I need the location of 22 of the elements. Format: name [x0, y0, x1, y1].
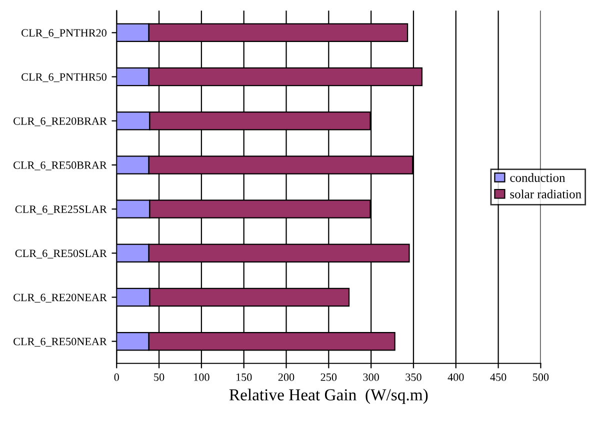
y-tick-label: CLR_6_RE20NEAR — [14, 294, 107, 303]
x-tick-label: 350 — [406, 373, 422, 381]
x-tick-label: 100 — [194, 373, 210, 381]
y-tick-label: CLR_6_PNTHR20 — [22, 29, 106, 38]
x-tick-label: 0 — [114, 373, 119, 381]
y-tick-label: CLR_6_RE50NEAR — [14, 338, 107, 347]
y-tick-label: CLR_6_RE50SLAR — [15, 250, 107, 258]
x-tick-label: 450 — [490, 373, 506, 381]
x-tick-label: 50 — [154, 373, 164, 381]
x-tick-label: 250 — [320, 373, 337, 381]
x-axis-title: Relative Heat Gain (W/sq.m) — [229, 388, 428, 404]
y-tick-label: CLR_6_RE25SLAR — [15, 206, 107, 214]
y-tick-label: CLR_6_RE20BRAR — [14, 117, 107, 126]
y-tick-label: CLR_6_PNTHR50 — [22, 73, 106, 82]
legend-label: conduction — [510, 173, 566, 182]
y-tick-label: CLR_6_RE50BRAR — [14, 161, 107, 170]
x-tick-label: 400 — [448, 373, 464, 381]
x-tick-label: 500 — [533, 373, 549, 381]
x-tick-label: 200 — [278, 373, 294, 381]
legend-label: solar radiation — [510, 190, 582, 198]
x-tick-label: 300 — [363, 373, 379, 381]
x-tick-label: 150 — [236, 373, 252, 381]
